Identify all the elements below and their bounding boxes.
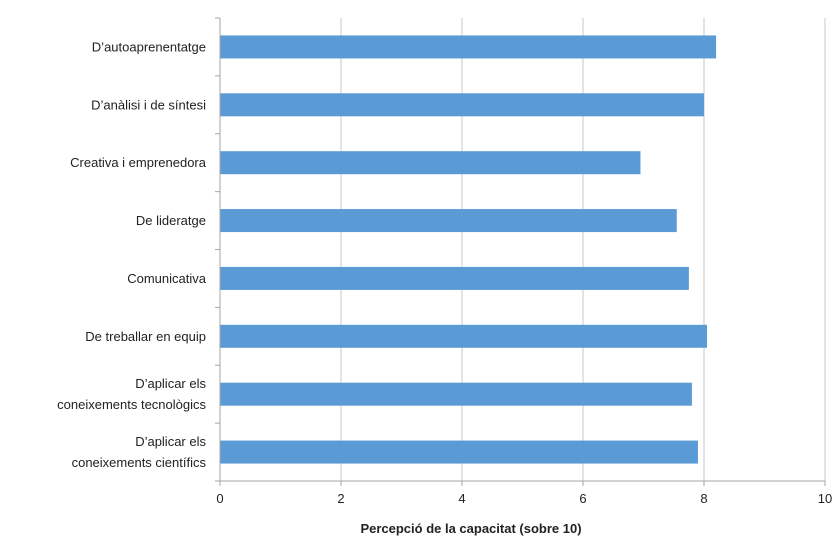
category-label-line: De treballar en equip — [85, 329, 206, 344]
x-axis-title: Percepció de la capacitat (sobre 10) — [360, 521, 581, 536]
category-label-3: De lideratge — [136, 213, 206, 228]
category-label-line: coneixements científics — [72, 455, 207, 470]
x-tick-label-4: 8 — [700, 491, 707, 506]
bar-1 — [220, 93, 704, 117]
bars — [220, 35, 717, 464]
category-label-line: Creativa i emprenedora — [70, 155, 207, 170]
bar-6 — [220, 382, 692, 406]
x-tick-label-5: 10 — [818, 491, 832, 506]
x-tick-label-3: 6 — [579, 491, 586, 506]
bar-0 — [220, 35, 717, 59]
bar-5 — [220, 324, 708, 348]
category-label-line: coneixements tecnològics — [57, 397, 206, 412]
category-label-7: D’aplicar els coneixements científics — [72, 434, 207, 470]
category-labels: D’autoaprenentatge D’anàlisi i de síntesi… — [57, 39, 207, 470]
axes — [215, 17, 826, 486]
bar-7 — [220, 440, 698, 464]
category-label-5: De treballar en equip — [85, 329, 206, 344]
category-label-line: D’autoaprenentatge — [92, 39, 206, 54]
x-tick-labels: 0 2 4 6 8 10 — [216, 491, 832, 506]
x-tick-label-0: 0 — [216, 491, 223, 506]
category-label-0: D’autoaprenentatge — [92, 39, 206, 54]
category-label-line: Comunicativa — [127, 271, 207, 286]
category-label-6: D’aplicar els coneixements tecnològics — [57, 376, 206, 412]
category-label-line: De lideratge — [136, 213, 206, 228]
category-label-4: Comunicativa — [127, 271, 207, 286]
bar-4 — [220, 266, 689, 290]
bar-3 — [220, 209, 677, 233]
category-label-1: D’anàlisi i de síntesi — [91, 97, 206, 112]
category-label-line: D’anàlisi i de síntesi — [91, 97, 206, 112]
category-label-line: D’aplicar els — [135, 376, 206, 391]
category-label-2: Creativa i emprenedora — [70, 155, 207, 170]
category-label-line: D’aplicar els — [135, 434, 206, 449]
x-tick-label-2: 4 — [458, 491, 465, 506]
bar-2 — [220, 151, 641, 175]
gridlines — [340, 18, 826, 481]
x-tick-label-1: 2 — [337, 491, 344, 506]
